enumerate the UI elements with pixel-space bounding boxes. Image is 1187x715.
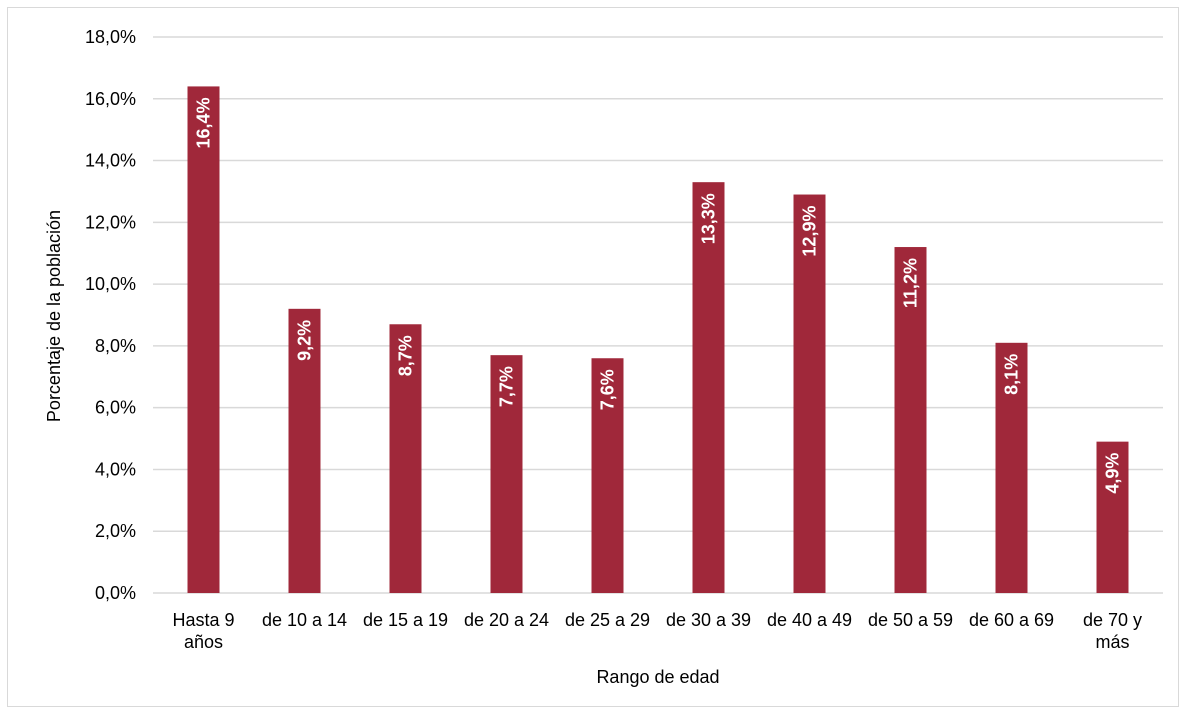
bar: [389, 324, 422, 593]
bar: [793, 194, 826, 594]
y-tick-label: 8,0%: [95, 336, 136, 356]
data-label: 4,9%: [1103, 453, 1123, 494]
data-label: 13,3%: [699, 193, 719, 244]
y-tick-label: 4,0%: [95, 459, 136, 479]
y-tick-labels: 0,0% 2,0% 4,0% 6,0% 8,0% 10,0% 12,0% 14,0% 16,0%…: [85, 27, 136, 603]
y-tick-label: 0,0%: [95, 583, 136, 603]
data-label: 11,2%: [901, 258, 921, 308]
x-tick-label: de 20 a 24: [464, 610, 549, 630]
x-tick-label: de 30 a 39: [666, 610, 751, 630]
x-tick-label: de 40 a 49: [767, 610, 852, 630]
data-label: 8,7%: [396, 335, 416, 376]
x-tick-label: años: [184, 632, 223, 652]
y-tick-label: 2,0%: [95, 521, 136, 541]
y-tick-label: 12,0%: [85, 212, 136, 232]
x-tick-label: de 15 a 19: [363, 610, 448, 630]
x-tick-label: de 60 a 69: [969, 610, 1054, 630]
data-label: 8,1%: [1002, 354, 1022, 395]
x-tick-label: de 10 a 14: [262, 610, 347, 630]
data-label: 12,9%: [800, 206, 820, 257]
data-label: 16,4%: [194, 97, 214, 148]
y-axis-title: Porcentaje de la población: [44, 210, 64, 422]
data-label: 7,6%: [598, 369, 618, 410]
bar: [995, 342, 1028, 593]
gridlines: [153, 36, 1163, 594]
y-tick-label: 10,0%: [85, 274, 136, 294]
x-tick-label: más: [1095, 632, 1129, 652]
bar: [187, 86, 220, 593]
bar: [490, 355, 523, 593]
x-tick-label: Hasta 9: [172, 610, 234, 630]
x-axis-title: Rango de edad: [596, 667, 719, 687]
bar: [894, 247, 927, 594]
x-tick-label: de 70 y: [1083, 610, 1142, 630]
bar: [591, 358, 624, 593]
data-label: 7,7%: [497, 366, 517, 407]
y-tick-label: 6,0%: [95, 398, 136, 418]
y-tick-label: 14,0%: [85, 151, 136, 171]
y-tick-label: 18,0%: [85, 27, 136, 47]
bar: [288, 308, 321, 593]
bar: [1096, 441, 1129, 593]
bars: 16,4% 9,2% 8,7% 7,7% 7,6% 13,3% 12,9% 11,2% 8,1%…: [187, 86, 1129, 594]
x-tick-label: de 50 a 59: [868, 610, 953, 630]
y-tick-label: 16,0%: [85, 89, 136, 109]
bar: [692, 182, 725, 593]
data-label: 9,2%: [295, 320, 315, 361]
x-tick-label: de 25 a 29: [565, 610, 650, 630]
